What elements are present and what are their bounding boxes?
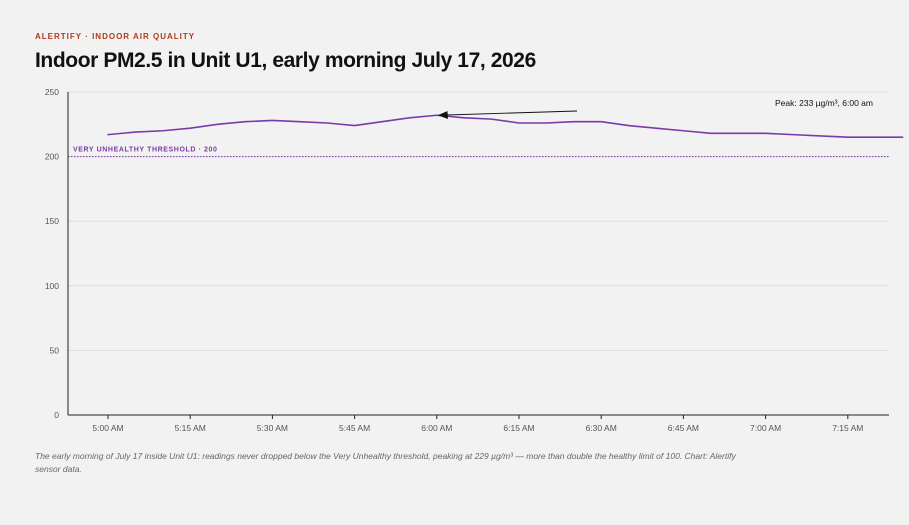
data-point xyxy=(847,136,849,138)
annotation-arrow xyxy=(437,110,578,119)
x-tick-label: 7:15 AM xyxy=(832,423,863,433)
data-point xyxy=(600,121,602,123)
x-tick-label: 6:15 AM xyxy=(503,423,534,433)
axes: 0 50 100 150 200 250 5:00 AM 5:15 AM 5:30 AM 5:45… xyxy=(45,87,889,433)
data-point xyxy=(189,127,191,129)
data-point xyxy=(683,130,685,132)
data-point xyxy=(710,133,712,135)
data-point xyxy=(244,121,246,123)
data-point xyxy=(573,121,575,123)
data-point xyxy=(765,133,767,135)
threshold-group: VERY UNHEALTHY THRESHOLD · 200 xyxy=(68,147,889,158)
data-point xyxy=(518,122,520,124)
series-line xyxy=(107,114,904,139)
annotation-group: Peak: 233 µg/m³, 6:00 am xyxy=(437,98,873,119)
data-point xyxy=(299,121,301,123)
data-point xyxy=(737,133,739,135)
data-point xyxy=(792,134,794,136)
data-point xyxy=(546,122,548,124)
data-point xyxy=(491,118,493,120)
x-tick-label: 5:45 AM xyxy=(339,423,370,433)
data-point xyxy=(628,125,630,127)
data-point xyxy=(436,114,438,116)
data-point xyxy=(107,134,109,136)
data-point xyxy=(354,125,356,127)
data-point xyxy=(874,136,876,138)
data-point xyxy=(272,120,274,122)
grid-lines xyxy=(68,91,889,351)
y-tick-label: 0 xyxy=(54,410,59,420)
data-point xyxy=(820,135,822,137)
x-tick-label: 6:30 AM xyxy=(586,423,617,433)
data-point xyxy=(217,124,219,126)
data-point xyxy=(902,136,904,138)
x-tick-label: 5:00 AM xyxy=(92,423,123,433)
x-tick-label: 7:00 AM xyxy=(750,423,781,433)
annotation-label: Peak: 233 µg/m³, 6:00 am xyxy=(775,98,873,108)
data-point xyxy=(655,127,657,129)
chart-caption: The early morning of July 17 inside Unit… xyxy=(35,451,736,474)
pm25-line-chart: VERY UNHEALTHY THRESHOLD · 200 0 50 100 150… xyxy=(45,87,904,433)
y-tick-label: 100 xyxy=(45,281,59,291)
data-point xyxy=(162,130,164,132)
data-point xyxy=(463,117,465,119)
x-tick-label: 5:30 AM xyxy=(257,423,288,433)
y-tick-label: 50 xyxy=(50,345,60,355)
threshold-label: VERY UNHEALTHY THRESHOLD · 200 xyxy=(73,147,218,154)
x-tick-label: 6:45 AM xyxy=(668,423,699,433)
data-point xyxy=(381,121,383,123)
y-tick-label: 250 xyxy=(45,87,59,97)
chart-title: Indoor PM2.5 in Unit U1, early morning J… xyxy=(35,49,536,72)
series-group xyxy=(107,114,904,139)
data-point xyxy=(135,131,137,133)
data-point xyxy=(409,117,411,119)
y-tick-label: 150 xyxy=(45,216,59,226)
x-tick-label: 6:00 AM xyxy=(421,423,452,433)
data-point xyxy=(326,122,328,124)
x-tick-label: 5:15 AM xyxy=(175,423,206,433)
chart-kicker: ALERTIFY · INDOOR AIR QUALITY xyxy=(35,32,196,41)
y-tick-label: 200 xyxy=(45,152,59,162)
